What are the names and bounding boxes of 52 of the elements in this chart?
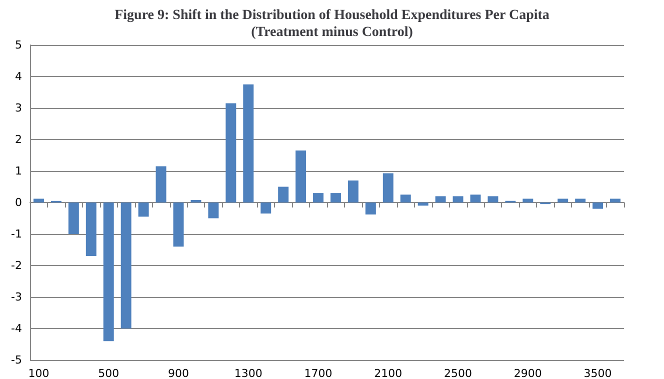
bar <box>575 198 586 202</box>
bar <box>103 202 114 342</box>
bar <box>400 194 411 202</box>
bar <box>260 202 272 214</box>
bar <box>452 196 464 202</box>
bar <box>435 196 446 202</box>
x-tick-label: 100 <box>28 367 50 379</box>
bar <box>365 202 376 214</box>
bar <box>522 198 534 202</box>
bar <box>313 193 324 202</box>
x-tick-label: 2100 <box>374 367 402 379</box>
y-tick-label: 1 <box>15 164 22 178</box>
y-tick-label: -3 <box>11 290 22 304</box>
chart-title: Figure 9: Shift in the Distribution of Household Expenditures Per Capita (Treatment minus Control) <box>114 8 550 40</box>
y-tick-label: 4 <box>15 70 22 83</box>
x-tick-label: 900 <box>168 367 189 379</box>
x-tick-label: 1300 <box>234 367 262 379</box>
bar <box>243 84 254 202</box>
x-tick-label: 2500 <box>444 367 472 379</box>
bar <box>558 198 568 202</box>
bar <box>226 103 236 202</box>
bar <box>418 202 428 206</box>
bar <box>470 194 481 202</box>
bar <box>156 166 166 202</box>
y-tick-label: -2 <box>11 259 22 272</box>
bar <box>278 186 289 202</box>
bar <box>86 202 96 256</box>
bar <box>330 193 341 202</box>
x-tick-label: 1700 <box>304 367 332 379</box>
bar <box>296 150 306 202</box>
x-tick-label: 3500 <box>584 367 612 379</box>
bar <box>138 202 149 217</box>
bar <box>592 202 604 209</box>
y-tick-label: 5 <box>15 38 22 52</box>
bar <box>382 173 394 202</box>
bar <box>173 202 184 247</box>
bar <box>33 198 44 202</box>
bar <box>208 202 219 218</box>
y-tick-label: 0 <box>15 196 22 209</box>
bar <box>488 196 498 202</box>
bar <box>348 180 358 202</box>
y-tick-label: 2 <box>15 133 22 146</box>
bar <box>120 202 132 328</box>
y-tick-label: 3 <box>15 102 22 114</box>
bar <box>610 198 621 202</box>
y-tick-label: -5 <box>11 354 22 366</box>
x-tick-label: 2900 <box>514 367 542 379</box>
x-tick-label: 500 <box>98 367 120 379</box>
y-tick-label: -4 <box>11 322 22 335</box>
bar <box>190 200 202 202</box>
y-tick-label: -1 <box>11 228 22 240</box>
bar <box>68 202 79 234</box>
